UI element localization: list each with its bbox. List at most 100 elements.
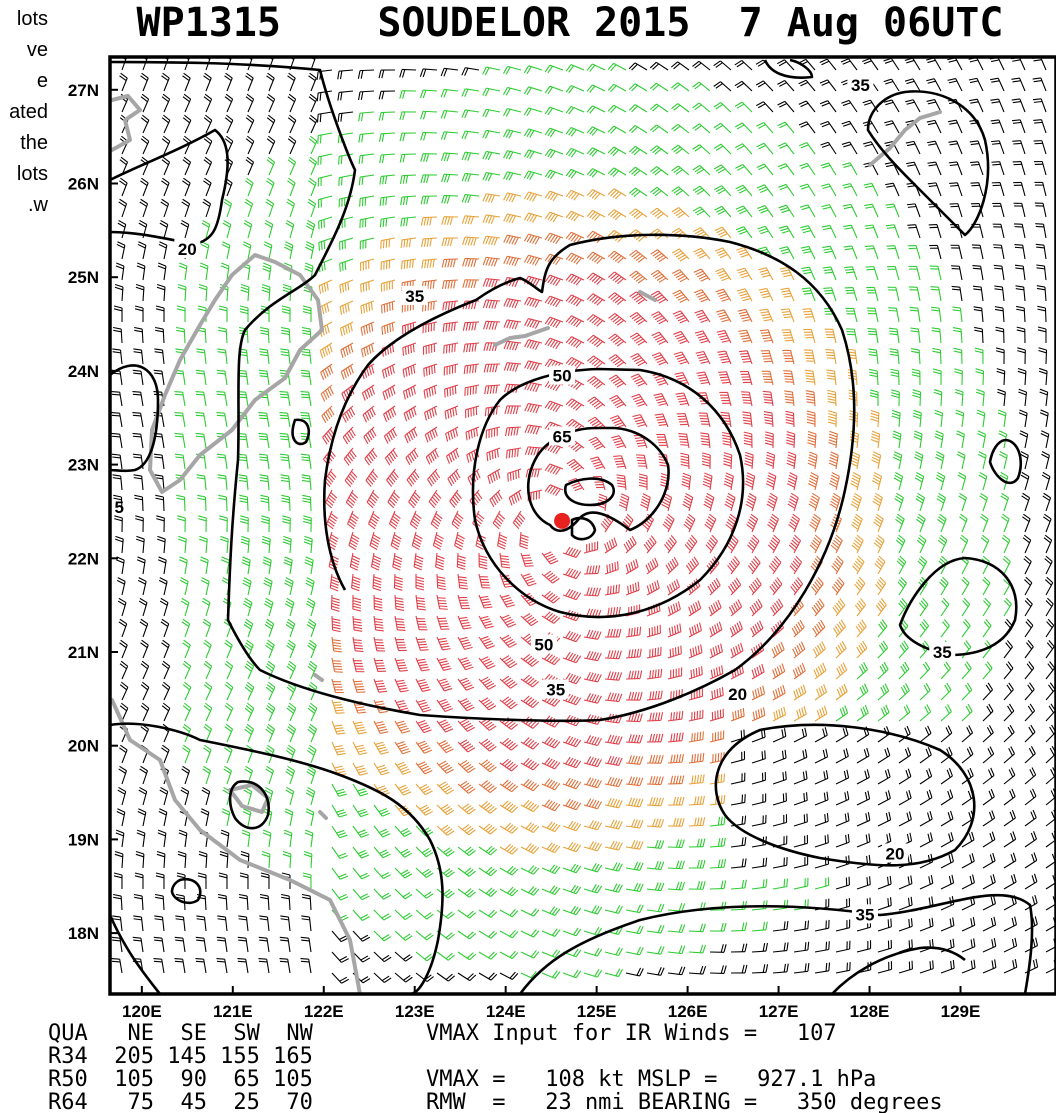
wind-barb [751, 964, 769, 974]
wind-barb [286, 702, 297, 722]
contour-label-bg [724, 684, 751, 704]
wind-barb [982, 597, 992, 617]
wind-barb [136, 829, 146, 848]
wind-barb [604, 968, 623, 978]
wind-barb [893, 472, 904, 491]
wind-barb [565, 336, 585, 349]
wind-barb [646, 861, 665, 871]
wind-barb [457, 824, 476, 836]
wind-barb [373, 972, 392, 983]
wind-barb [646, 580, 660, 596]
wind-barb [451, 510, 464, 530]
wind-barb [306, 597, 316, 617]
lat-tick-label: 23N [68, 456, 99, 475]
wind-barb [919, 939, 934, 953]
wind-barb [383, 426, 398, 444]
wind-barb [751, 685, 766, 701]
wind-barb [952, 306, 963, 323]
wind-barb [649, 124, 669, 134]
wind-barb [415, 740, 433, 754]
wind-barb [1045, 703, 1056, 722]
wind-barb [709, 730, 725, 743]
wind-barb [478, 615, 494, 629]
wind-barb [415, 761, 433, 775]
wind-barb [811, 598, 825, 617]
wind-barb [461, 130, 480, 140]
side-note-line: ated [9, 101, 48, 123]
wind-barb [713, 143, 732, 155]
wind-barb [112, 915, 123, 932]
wind-barb [307, 744, 317, 764]
wind-barb [586, 272, 606, 285]
wind-barb [841, 120, 858, 134]
wind-barb [394, 930, 413, 941]
wind-barb [499, 800, 519, 813]
wind-barb [1003, 703, 1015, 722]
wind-barb [1045, 661, 1056, 680]
wind-barb [307, 702, 318, 722]
wind-barb [792, 641, 806, 659]
wind-barb [457, 615, 472, 630]
wind-barb [688, 600, 702, 617]
wind-barb [461, 109, 480, 119]
wind-barb [245, 744, 254, 764]
wind-barb [203, 723, 213, 743]
wind-barb [136, 535, 145, 554]
wind-barb [629, 270, 648, 284]
wind-barb [423, 384, 438, 399]
wind-barb [436, 888, 455, 899]
wind-barb [888, 327, 900, 344]
wind-barb [457, 636, 473, 650]
wind-barb [772, 792, 787, 806]
wind-barb [157, 556, 167, 575]
wind-barb [411, 531, 423, 551]
wind-barb [772, 963, 789, 974]
wind-barb [266, 93, 276, 113]
wind-barb [676, 413, 690, 428]
wind-barb [646, 754, 664, 764]
wind-barb [727, 556, 740, 575]
wind-barb [935, 471, 946, 491]
wind-barb [421, 237, 438, 248]
wind-barb [1024, 597, 1033, 617]
wind-barb [688, 774, 705, 785]
wind-barb [587, 376, 606, 389]
wind-barb [671, 123, 690, 134]
taiwan-coast [148, 253, 324, 494]
wind-barb [767, 513, 779, 533]
wind-barb [714, 247, 732, 260]
wind-barb [756, 184, 774, 197]
wind-barb [485, 426, 501, 439]
wind-barb [415, 867, 434, 878]
wind-barb [244, 681, 255, 701]
wind-barb [205, 57, 212, 71]
wind-barb [961, 959, 976, 974]
wind-barb [457, 698, 475, 712]
wind-barb [607, 83, 627, 93]
stats-table: QUA NE SE SW NW R34 205 145 155 165 R50 … [48, 1021, 943, 1113]
wind-barb [586, 189, 606, 200]
wind-barb [1024, 958, 1039, 974]
wind-barb [701, 452, 711, 470]
wind-barb [224, 72, 233, 92]
wind-barb [618, 493, 630, 512]
wind-barb [436, 594, 448, 610]
wind-barb [285, 597, 295, 617]
wind-barb [331, 741, 346, 756]
wind-barb [224, 681, 234, 701]
wind-barb [604, 671, 623, 681]
wind-barb [464, 405, 480, 419]
wind-barb [856, 812, 871, 827]
wind-barb [870, 410, 880, 428]
wind-barb [1001, 513, 1010, 533]
wind-barb [872, 492, 883, 512]
wind-barb [1021, 492, 1031, 512]
wind-barb [877, 875, 892, 890]
wind-barb [463, 363, 480, 375]
wind-barb [714, 205, 732, 218]
wind-barb [113, 305, 123, 323]
wind-barb [338, 153, 354, 165]
wind-barb [240, 850, 250, 869]
wind-barb [814, 791, 829, 806]
wind-barb [757, 225, 774, 239]
